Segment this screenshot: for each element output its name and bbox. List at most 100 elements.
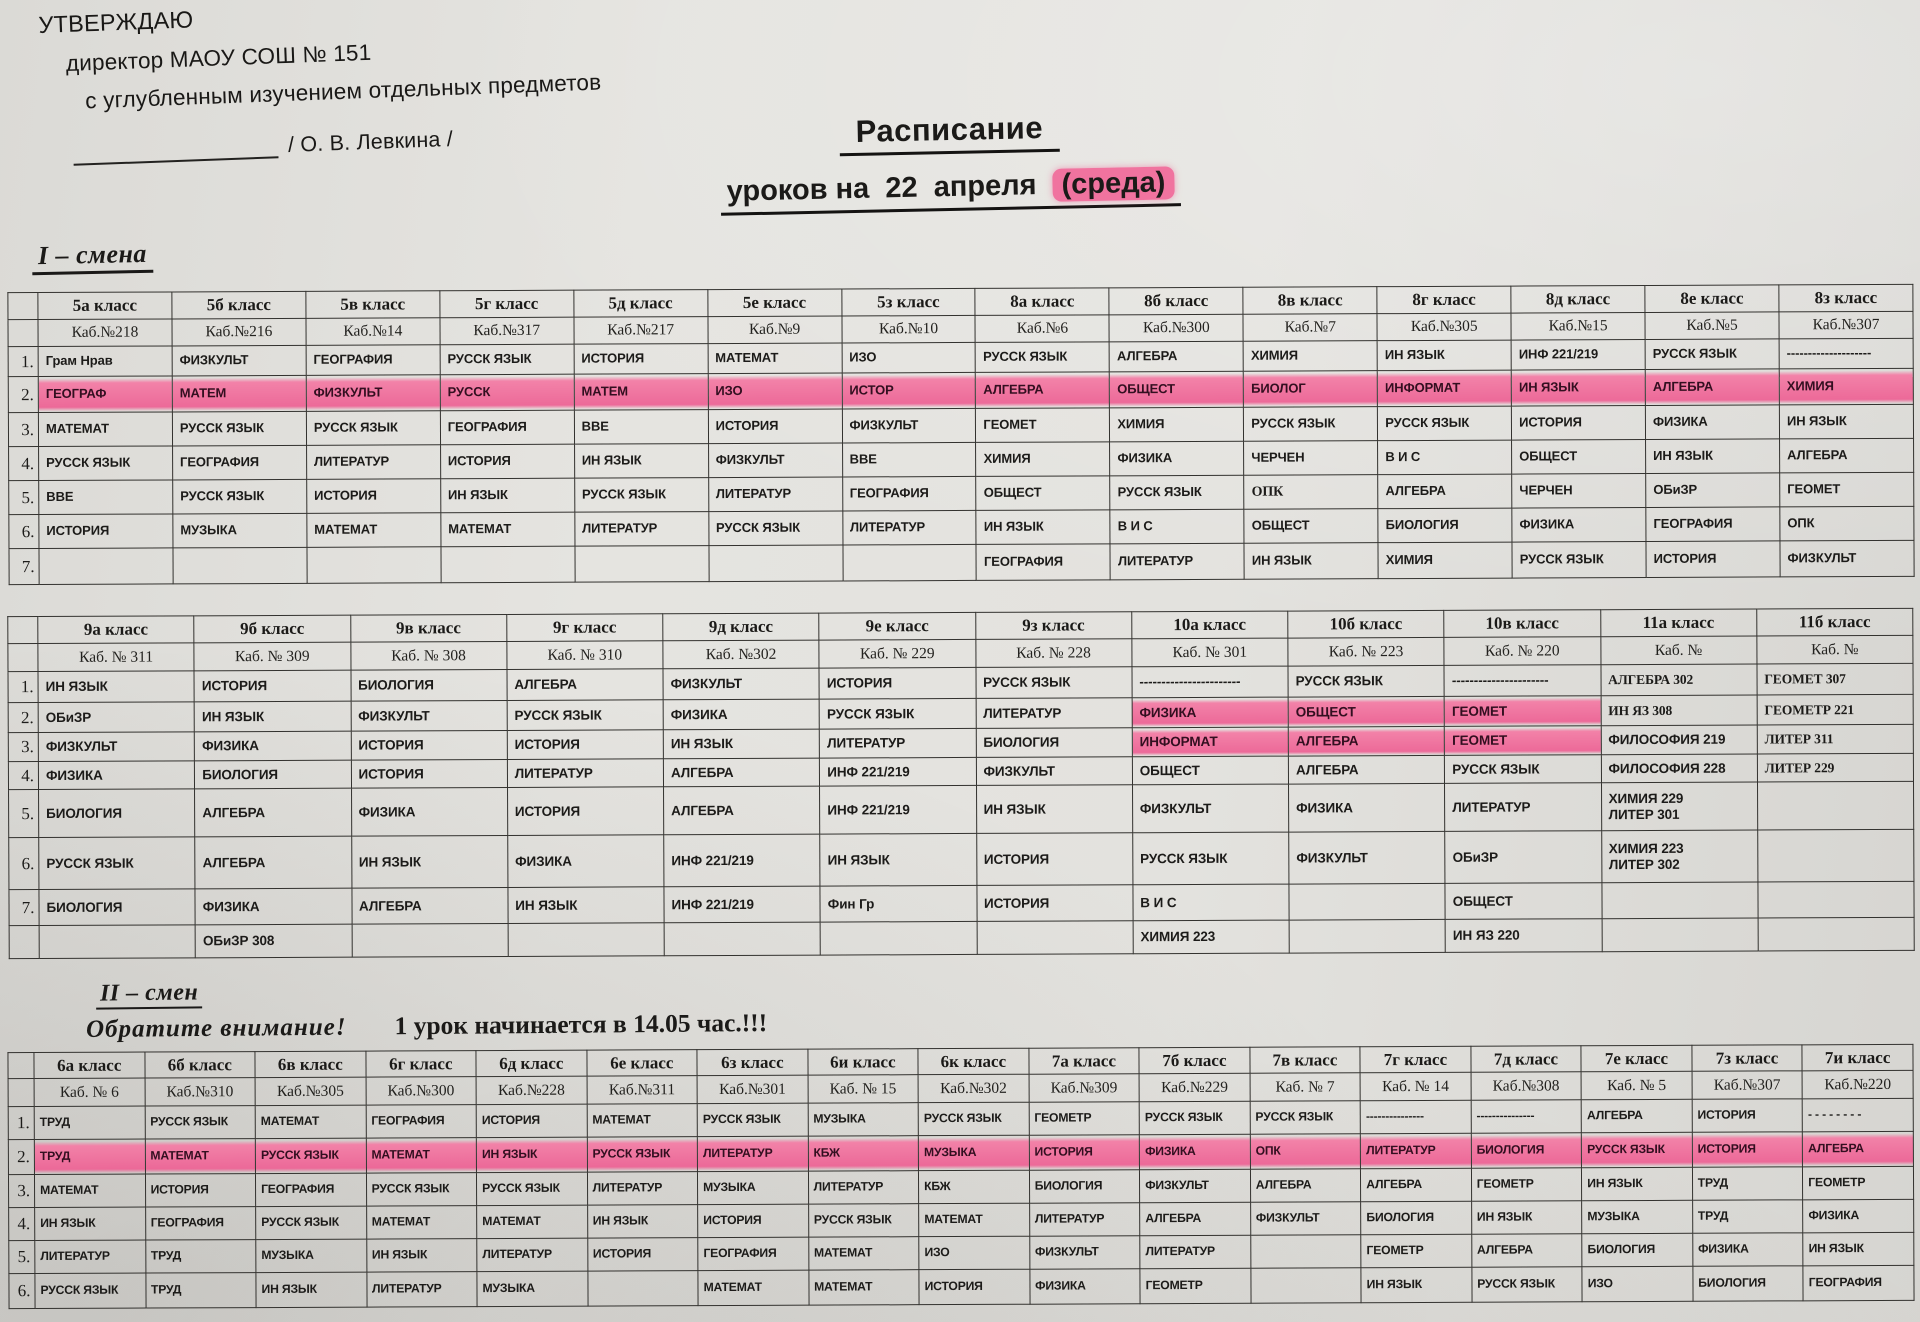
page-title: Расписание уроков на 22 апреля (среда) (609, 105, 1291, 218)
lesson-cell: --------------- (1360, 1100, 1472, 1134)
lesson-cell (1757, 881, 1915, 919)
lesson-cell: БИОЛОГИЯ (1360, 1201, 1472, 1235)
lesson-cell (351, 923, 509, 958)
lesson-cell: ЛИТЕРАТУР (842, 510, 977, 546)
lesson-cell: ИСТОРИЯ (1028, 1134, 1140, 1171)
lesson-cell: ТРУД (34, 1139, 145, 1175)
lesson-cell: РУССК ЯЗЫК (1444, 754, 1602, 784)
lesson-cell (1601, 882, 1758, 919)
class-header-cell: 7д класс (1470, 1045, 1582, 1073)
lesson-cell: ФИЗИКА (351, 787, 508, 837)
corner-cell (7, 1052, 35, 1079)
lesson-cell: РУССК ЯЗЫК (1132, 832, 1289, 885)
class-header-cell: 9е класс (819, 612, 976, 641)
lesson-cell: ЛИТЕРАТУР (975, 697, 1133, 729)
class-header-cell: 8а класс (975, 287, 1110, 316)
lesson-cell (1757, 829, 1914, 883)
class-header-cell: 6д класс (476, 1050, 587, 1077)
class-header-cell: 11б класс (1756, 608, 1913, 637)
approval-line-2: директор МАОУ СОШ № 151 (65, 39, 372, 77)
lesson-cell: РУССК ЯЗЫК (918, 1102, 1029, 1136)
lesson-cell: РУССК ЯЗЫК (306, 410, 441, 446)
lesson-cell: Фин Гр (820, 885, 977, 923)
lesson-cell: ГЕОМЕТ (1444, 725, 1601, 756)
lesson-cell: АЛГЕБРА (1645, 368, 1780, 406)
lesson-cell: ФИЗКУЛЬТ (306, 374, 441, 412)
lesson-cell (664, 922, 821, 956)
period-number-cell: 4. (8, 1207, 35, 1241)
lesson-cell: МУЗЫКА (918, 1135, 1030, 1171)
lesson-cell: ИСТОРИЯ (587, 1237, 699, 1272)
room-cell: Каб.№6 (975, 314, 1110, 343)
lesson-cell: МАТЕМ (172, 375, 307, 412)
lesson-cell: МУЗЫКА (172, 513, 307, 548)
lesson-cell: ИН ЯЗЫК (976, 784, 1133, 834)
lesson-cell: МУЗЫКА (807, 1102, 919, 1137)
shift1-heading: I – смена (31, 238, 154, 276)
lesson-cell: РУССК ЯЗЫК (366, 1172, 477, 1207)
approval-line-1: УТВЕРЖДАЮ (38, 6, 194, 38)
lesson-cell: ИНФ 221/219 (663, 886, 821, 923)
notice-attention: Обратите внимание! (85, 1013, 347, 1043)
senior-classes-table-wrap: 9а класс 9б класс 9в класс 9г класс 9д класс… (7, 608, 1915, 959)
lesson-cell: ИНФ 221/219 (663, 834, 821, 887)
lesson-cell (976, 920, 1133, 955)
lesson-cell: КБЖ (918, 1170, 1030, 1204)
period-number-cell (9, 925, 40, 959)
lesson-cell: ХИМИЯ (1243, 340, 1378, 372)
period-number-cell: 2. (8, 376, 39, 413)
lesson-cell: АЛГЕБРА (1471, 1233, 1583, 1268)
lesson-cell (587, 1270, 699, 1307)
lesson-cell: АЛГЕБРА (194, 788, 352, 837)
lesson-cell: ГЕОГРАФИЯ (842, 476, 977, 512)
room-cell: Каб.№301 (697, 1075, 808, 1104)
lesson-cell (1757, 917, 1915, 952)
corner-cell (7, 616, 38, 644)
room-cell: Каб. № 220 (1444, 636, 1601, 666)
lesson-cell: ЛИТЕРАТУР (1110, 543, 1245, 580)
lesson-cell (1250, 1267, 1362, 1304)
period-number-cell: 3. (8, 732, 39, 762)
room-cell: Каб.№216 (171, 318, 306, 346)
lesson-cell (39, 924, 196, 959)
lesson-cell: ТРУД (1692, 1199, 1804, 1234)
lesson-cell: МУЗЫКА (476, 1271, 588, 1307)
lesson-cell: В И С (1377, 440, 1512, 475)
lesson-cell: ХИМИЯ (1779, 368, 1914, 405)
title-date-text: уроков на 22 апреля (726, 168, 1053, 208)
lesson-cell: ГЕОГРАФИЯ (305, 344, 441, 376)
lesson-cell: МАТЕМАТ (34, 1174, 146, 1208)
lesson-cell: ГЕОГРАФИЯ (145, 1206, 256, 1241)
lesson-cell: БИОЛОГИЯ (1029, 1169, 1140, 1204)
lesson-cell: ГЕОМЕТР (1140, 1268, 1251, 1304)
lesson-cell: МАТЕМАТ (306, 512, 441, 548)
lesson-cell: В И С (1110, 509, 1245, 544)
class-header-cell: 6г класс (365, 1050, 477, 1078)
period-number-cell: 3. (8, 412, 39, 447)
lesson-cell: РУССК ЯЗЫК (144, 1105, 256, 1140)
lesson-cell: ОБиЗР 308 (195, 924, 352, 958)
room-cell: Каб.№300 (365, 1076, 477, 1106)
lesson-cell: ОБЩЕСТ (976, 475, 1111, 511)
shift1-table-wrap: 5а класс 5б класс 5в класс 5г класс 5д класс… (7, 284, 1915, 585)
lesson-cell: РУССК ЯЗЫК (697, 1103, 808, 1137)
period-number-cell: 5. (8, 1240, 35, 1274)
period-number-cell: 1. (8, 1106, 35, 1140)
lesson-cell: ГЕОГРАФИЯ (172, 445, 307, 480)
lesson-cell: ВВЕ (842, 442, 977, 478)
room-cell: Каб.№310 (144, 1077, 256, 1107)
lesson-cell: БИОЛОГИЯ (1581, 1233, 1693, 1267)
lesson-cell: МАТЕМАТ (440, 512, 575, 547)
lesson-cell: АЛГЕБРА (1109, 341, 1244, 372)
room-cell: Каб. № (1756, 635, 1913, 665)
lesson-cell: РУССК ЯЗЫК (1377, 406, 1512, 441)
lesson-cell: ГЕОГРАФИЯ (440, 410, 575, 445)
lesson-cell: ИН ЯЗЫК (574, 443, 709, 479)
lesson-cell: ИСТОРИЯ (350, 730, 508, 761)
signature-line: / О. В. Левкина / (72, 121, 604, 166)
room-cell: Каб. № 309 (194, 642, 351, 671)
class-header-cell: 8в класс (1243, 286, 1378, 315)
lesson-cell: РУССК ЯЗЫК (1287, 665, 1445, 698)
title-day-highlight: (среда) (1052, 166, 1175, 202)
lesson-cell: АЛГЕБРА (1288, 755, 1445, 785)
